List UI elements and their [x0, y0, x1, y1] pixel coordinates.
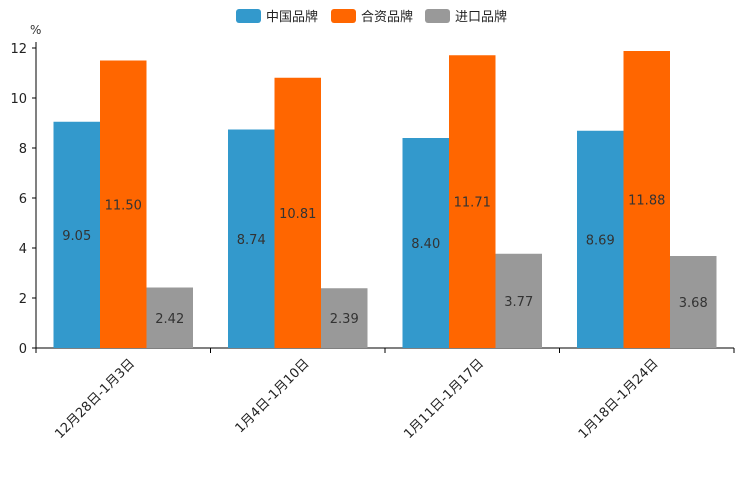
bar-2-2: [274, 77, 321, 348]
bar-3-1: [146, 287, 193, 348]
y-tick-label: 10: [10, 92, 27, 107]
bar-3-2: [321, 288, 368, 348]
y-tick-label: 8: [19, 142, 27, 157]
legend: 中国品牌 合资品牌 进口品牌: [236, 9, 507, 25]
x-category-label: 12月28日-1月3日: [52, 356, 138, 442]
y-tick-label: 0: [19, 342, 27, 357]
legend-label-1: 中国品牌: [266, 9, 318, 25]
bar-2-1: [100, 60, 147, 348]
bar-value-label: 11.50: [105, 198, 142, 213]
bar-value-label: 8.74: [237, 233, 266, 248]
bar-value-labels: 9.05 11.50 2.42 8.74 10.81 2.39 8.40 11.71 3.77 8…: [62, 194, 707, 328]
bar-value-label: 2.39: [330, 312, 359, 327]
bars: [53, 51, 717, 348]
x-category-label: 1月4日-1月10日: [233, 356, 313, 436]
bar-value-label: 11.71: [454, 196, 491, 211]
x-category-label: 1月18日-1月24日: [576, 356, 662, 442]
bar-1-3: [402, 138, 449, 348]
legend-swatch-1: [236, 9, 261, 23]
bar-1-1: [53, 121, 100, 348]
y-tick-label: 2: [19, 292, 27, 307]
bar-value-label: 11.88: [628, 194, 665, 209]
bar-value-label: 10.81: [279, 207, 316, 222]
legend-swatch-3: [425, 9, 450, 23]
bar-3-3: [495, 253, 542, 348]
y-tick-label: 6: [19, 192, 27, 207]
bar-value-label: 8.69: [586, 233, 615, 248]
legend-label-3: 进口品牌: [455, 9, 507, 25]
y-tick-label: 12: [10, 42, 27, 57]
bar-2-4: [623, 51, 670, 348]
y-axis: 0 2 4 6 8 10 12: [10, 42, 37, 357]
bar-2-3: [449, 55, 496, 348]
y-axis-unit-label: %: [30, 23, 41, 37]
legend-swatch-2: [331, 9, 356, 23]
bar-value-label: 2.42: [155, 312, 184, 327]
x-category-label: 1月11日-1月17日: [401, 356, 487, 442]
bar-1-4: [577, 130, 624, 348]
bar-value-label: 3.68: [679, 296, 708, 311]
bar-value-label: 8.40: [411, 237, 440, 252]
y-tick-label: 4: [19, 242, 27, 257]
bar-3-4: [670, 256, 717, 348]
legend-label-2: 合资品牌: [361, 9, 413, 25]
bar-value-label: 9.05: [62, 229, 91, 244]
bar-1-2: [228, 129, 275, 348]
x-axis: 12月28日-1月3日 1月4日-1月10日 1月11日-1月17日 1月18日-1月…: [35, 347, 735, 442]
bar-value-label: 3.77: [504, 295, 533, 310]
